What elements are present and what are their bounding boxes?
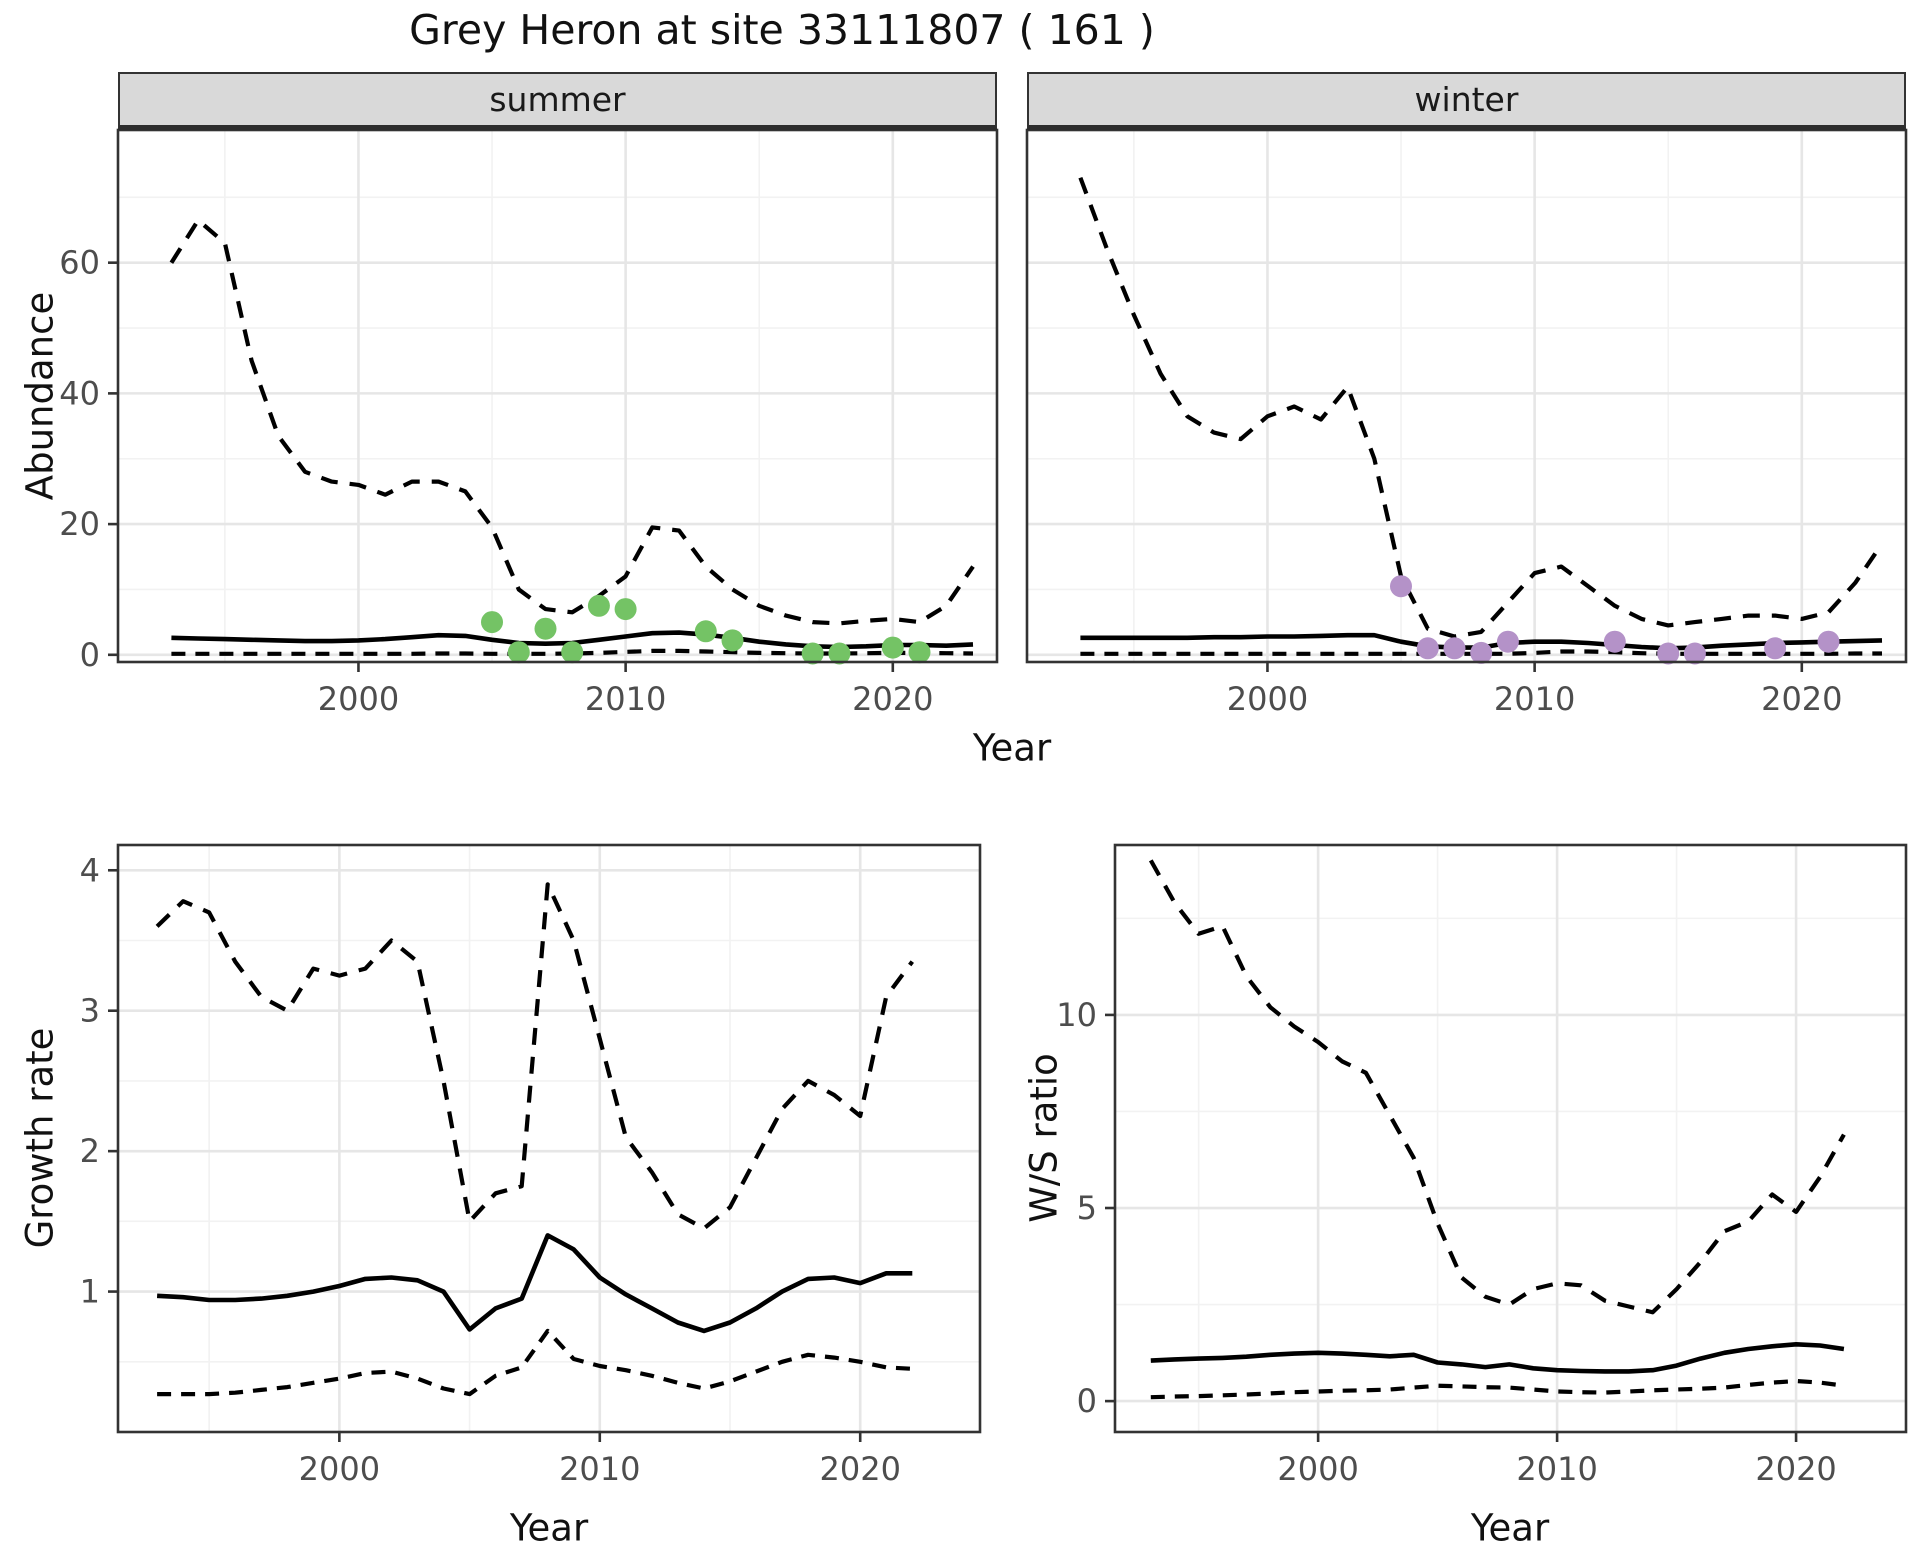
x-tick-label: 2020 — [852, 680, 933, 718]
series-lower_95ci — [171, 648, 974, 656]
observed-point — [1496, 630, 1519, 653]
panel-border — [1025, 128, 1908, 664]
series-lower_95ci — [157, 1328, 913, 1397]
series-upper_95ci — [169, 218, 975, 626]
observed-point — [507, 641, 530, 664]
y-tick-label: 5 — [1077, 1189, 1097, 1227]
series-upper_95ci — [155, 882, 914, 1231]
y-axis-title-ws-ratio: W/S ratio — [1022, 1053, 1066, 1223]
x-tick-label: 2020 — [1761, 680, 1842, 718]
y-tick-label: 0 — [80, 636, 100, 674]
observed-point — [1390, 575, 1412, 598]
observed-point — [1683, 642, 1706, 665]
series-median — [1150, 1342, 1845, 1374]
panel-border — [116, 128, 999, 664]
observed-point — [1817, 630, 1840, 653]
observed-point — [1443, 637, 1466, 660]
y-tick-label: 60 — [59, 244, 100, 282]
observed-point — [534, 617, 557, 640]
panel-background — [118, 845, 980, 1432]
observed-point — [561, 641, 584, 664]
facet-strip-summer-label: summer — [489, 80, 626, 119]
observed-point — [828, 642, 851, 665]
panel-summer: 2000 2010 2020 0 20 40 60 — [59, 128, 999, 718]
x-tick-label: 2010 — [1516, 1450, 1597, 1488]
x-tick-label: 2000 — [318, 680, 399, 718]
observed-point — [801, 642, 824, 665]
series-upper_95ci — [1078, 176, 1884, 639]
facet-strip-winter-label: winter — [1414, 80, 1519, 119]
observed-point — [721, 629, 744, 652]
panel-background — [118, 130, 997, 662]
panel-winter: 2000 2010 2020 — [1025, 128, 1908, 718]
observed-point — [908, 641, 931, 664]
facet-strip-winter: winter — [1027, 72, 1906, 130]
x-tick-label: 2010 — [585, 680, 666, 718]
observed-point — [694, 620, 717, 643]
y-tick-label: 40 — [59, 374, 100, 412]
x-axis-title-year-bottom-left: Year — [509, 1506, 589, 1550]
y-axis-title-growth-rate: Growth rate — [18, 1027, 62, 1249]
x-tick-label: 2000 — [1277, 1450, 1358, 1488]
observed-point — [1416, 637, 1439, 660]
y-axis-title-abundance: Abundance — [18, 291, 62, 501]
facet-strip-summer: summer — [118, 72, 997, 130]
x-tick-label: 2010 — [1494, 680, 1575, 718]
observed-point — [881, 636, 904, 659]
y-tick-label: 2 — [80, 1132, 100, 1170]
x-axis-title-year-bottom-right: Year — [1470, 1506, 1550, 1550]
x-tick-label: 2000 — [299, 1450, 380, 1488]
y-tick-label: 20 — [59, 505, 100, 543]
observed-point — [481, 611, 503, 634]
observed-point — [587, 594, 610, 617]
panel-background — [1115, 845, 1906, 1432]
y-tick-label: 3 — [80, 992, 100, 1030]
observed-point — [1603, 630, 1626, 653]
observed-point — [1657, 642, 1680, 665]
x-tick-label: 2010 — [559, 1450, 640, 1488]
x-tick-label: 2020 — [1755, 1450, 1836, 1488]
y-tick-label: 4 — [80, 851, 100, 889]
series-upper_95ci — [1148, 859, 1846, 1315]
panel-border — [116, 843, 982, 1434]
x-axis-title-year-top: Year — [972, 726, 1052, 770]
series-median — [156, 1233, 913, 1334]
y-tick-label: 0 — [1077, 1382, 1097, 1420]
panel-growth: 2000 2010 2020 1 2 3 4 — [80, 843, 982, 1488]
series-lower_95ci — [1080, 649, 1882, 656]
x-tick-label: 2000 — [1227, 680, 1308, 718]
x-tick-label: 2020 — [819, 1450, 900, 1488]
y-tick-label: 1 — [80, 1273, 100, 1311]
observed-point — [1470, 641, 1493, 664]
series-lower_95ci — [1150, 1378, 1845, 1400]
panel-border — [1113, 843, 1908, 1434]
panel-ws: 2000 2010 2020 0 5 10 — [1056, 843, 1908, 1488]
y-tick-label: 10 — [1056, 996, 1097, 1034]
page-title: Grey Heron at site 33111807 ( 161 ) — [409, 6, 1155, 54]
panel-background — [1027, 130, 1906, 662]
observed-point — [1764, 637, 1787, 660]
observed-point — [614, 598, 637, 621]
